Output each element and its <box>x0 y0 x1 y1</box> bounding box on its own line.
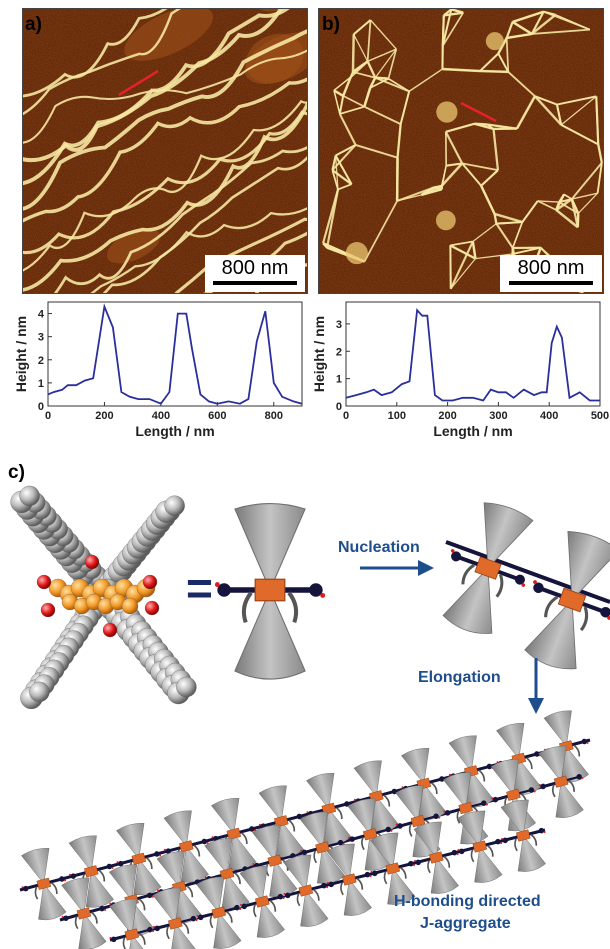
y-axis-label: Height / nm <box>13 316 29 392</box>
y-tick-label: 1 <box>38 378 44 390</box>
height-profile-chart-a: 0 200 400 600 800 0 1 2 3 4 Length / nm Height / nm <box>13 301 303 439</box>
x-axis-label: Length / nm <box>135 423 214 439</box>
afm-image-a <box>22 8 308 294</box>
y-tick-label: 3 <box>38 332 44 344</box>
x-tick-label: 200 <box>438 410 456 422</box>
y-tick-label: 4 <box>38 309 45 321</box>
atom-sphere <box>164 495 185 516</box>
stacked-monomer <box>481 753 546 837</box>
x-tick-label: 100 <box>388 410 406 422</box>
equals-sign: = <box>186 562 213 614</box>
scale-bar-b-line <box>509 281 593 285</box>
panel-label-c: c) <box>8 462 25 483</box>
stacked-monomer <box>491 794 556 878</box>
x-tick-label: 300 <box>489 410 507 422</box>
panel-label-a: a) <box>25 14 42 35</box>
elongation-arrow <box>528 658 544 714</box>
y-tick-label: 2 <box>38 355 44 367</box>
panel-label-b: b) <box>322 14 340 35</box>
atom-sphere <box>121 597 139 615</box>
x-tick-label: 800 <box>265 410 283 422</box>
profile-series-line <box>345 308 600 402</box>
stacked-monomer <box>447 805 512 889</box>
self-assembly-scheme: = Nucleation Elongation H-bonding direct… <box>10 485 610 949</box>
atom-sphere <box>142 574 158 590</box>
atom-sphere <box>19 485 40 507</box>
y-tick-label: 3 <box>336 319 342 331</box>
plot-frame <box>345 301 601 407</box>
elongation-label: Elongation <box>418 669 501 686</box>
aggregate-caption-line1: H-bonding directed <box>394 893 541 910</box>
stacked-monomer <box>529 740 594 824</box>
x-tick-label: 0 <box>45 410 51 422</box>
atom-sphere <box>84 554 100 570</box>
plot-frame <box>47 301 303 407</box>
y-tick-label: 0 <box>336 401 342 413</box>
atom-sphere <box>29 681 50 703</box>
atom-sphere <box>176 676 197 698</box>
x-tick-label: 500 <box>591 410 609 422</box>
y-tick-label: 0 <box>38 401 44 413</box>
stacked-monomer <box>433 767 498 850</box>
scale-bar-a-line <box>213 281 297 285</box>
atom-sphere <box>36 574 52 590</box>
afm-image-b <box>318 8 604 294</box>
profile-series-line <box>47 303 303 405</box>
scale-bar-b-label: 800 nm <box>517 257 585 279</box>
atom-sphere <box>102 622 118 638</box>
x-axis-label: Length / nm <box>433 423 512 439</box>
x-tick-label: 600 <box>208 410 226 422</box>
nucleus-cartoon <box>425 491 610 680</box>
scale-bar-a-label: 800 nm <box>221 257 289 279</box>
scale-bar-a: 800 nm <box>205 255 305 292</box>
height-profile-chart-b: 0 100 200 300 400 500 0 1 2 3 Length / nm Height / … <box>311 301 609 439</box>
stacked-monomer <box>404 816 469 900</box>
atom-sphere <box>144 600 160 616</box>
scale-bar-b: 800 nm <box>500 255 602 292</box>
atom-sphere <box>40 602 56 618</box>
y-axis-label: Height / nm <box>311 316 327 392</box>
y-tick-label: 1 <box>336 374 342 386</box>
aggregate-caption-line2: J-aggregate <box>420 915 511 932</box>
y-tick-label: 2 <box>336 346 342 358</box>
x-tick-label: 200 <box>95 410 113 422</box>
space-filling-molecule-model <box>10 485 197 710</box>
x-tick-label: 400 <box>152 410 170 422</box>
monomer-cartoon <box>215 504 325 679</box>
nucleation-arrow <box>360 560 434 576</box>
nucleation-label: Nucleation <box>338 539 420 556</box>
j-aggregate-cartoon <box>11 705 599 949</box>
x-tick-label: 400 <box>540 410 558 422</box>
x-tick-label: 0 <box>343 410 349 422</box>
